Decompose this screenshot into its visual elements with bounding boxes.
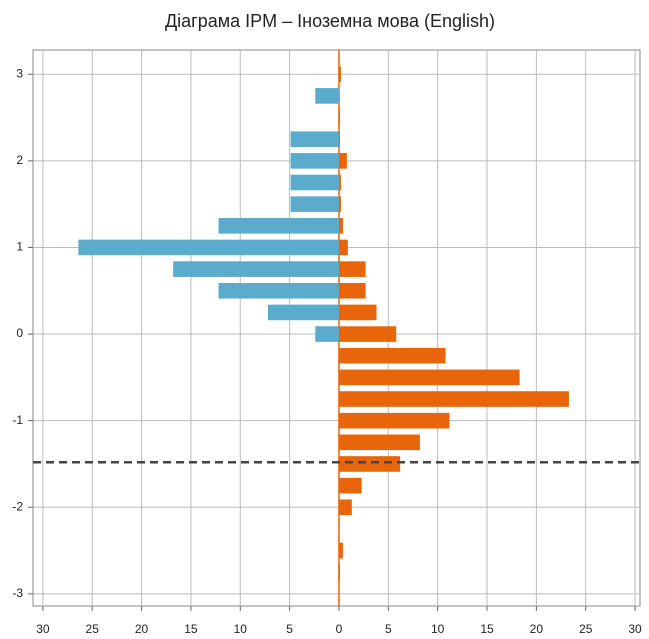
y-tick-label: -3	[12, 586, 23, 600]
bar	[338, 218, 343, 234]
bar	[267, 304, 339, 321]
x-tick-label: 10	[431, 622, 445, 636]
bar	[338, 434, 420, 451]
y-tick-label: -1	[12, 413, 23, 427]
x-tick-label: 15	[184, 622, 198, 636]
bar	[338, 477, 362, 494]
bar	[315, 88, 339, 104]
bar	[338, 153, 347, 169]
x-tick-label: 25	[579, 622, 593, 636]
y-tick-label: 1	[16, 240, 23, 254]
bar	[338, 66, 341, 83]
bar	[338, 131, 340, 147]
chart-title: Діаграма IPM – Іноземна мова (English)	[165, 11, 495, 31]
x-tick-label: 25	[86, 622, 100, 636]
bar	[338, 196, 341, 212]
x-tick-label: 0	[336, 622, 343, 636]
bar	[218, 218, 339, 234]
plot-frame	[32, 49, 641, 607]
bar	[218, 282, 339, 299]
bar	[338, 282, 366, 299]
bar	[338, 564, 340, 581]
bar	[78, 239, 339, 256]
bar	[338, 304, 377, 321]
bar	[338, 174, 341, 191]
y-tick-label: 0	[16, 326, 23, 340]
y-tick-label: 3	[16, 66, 23, 80]
x-tick-label: 30	[628, 622, 642, 636]
bar	[290, 131, 339, 147]
x-tick-label: 20	[135, 622, 149, 636]
x-tick-label: 10	[234, 622, 248, 636]
bar	[338, 261, 366, 277]
bar	[290, 196, 339, 212]
bar	[290, 174, 339, 191]
bar	[338, 391, 569, 407]
x-tick-label: 15	[480, 622, 494, 636]
x-tick-label: 5	[286, 622, 293, 636]
x-tick-label: 30	[36, 622, 50, 636]
bar	[290, 153, 339, 169]
bar	[173, 261, 339, 277]
y-tick-label: -2	[12, 499, 23, 513]
bar	[338, 369, 520, 386]
bar	[338, 347, 446, 364]
y-tick-label: 2	[16, 153, 23, 167]
bar	[338, 326, 397, 342]
bar	[338, 499, 352, 516]
x-tick-label: 5	[385, 622, 392, 636]
bar	[338, 456, 401, 472]
bar	[338, 412, 450, 429]
bar	[338, 542, 343, 559]
x-tick-label: 20	[530, 622, 544, 636]
bar	[338, 239, 348, 256]
bar	[315, 326, 339, 342]
bar	[338, 109, 340, 126]
